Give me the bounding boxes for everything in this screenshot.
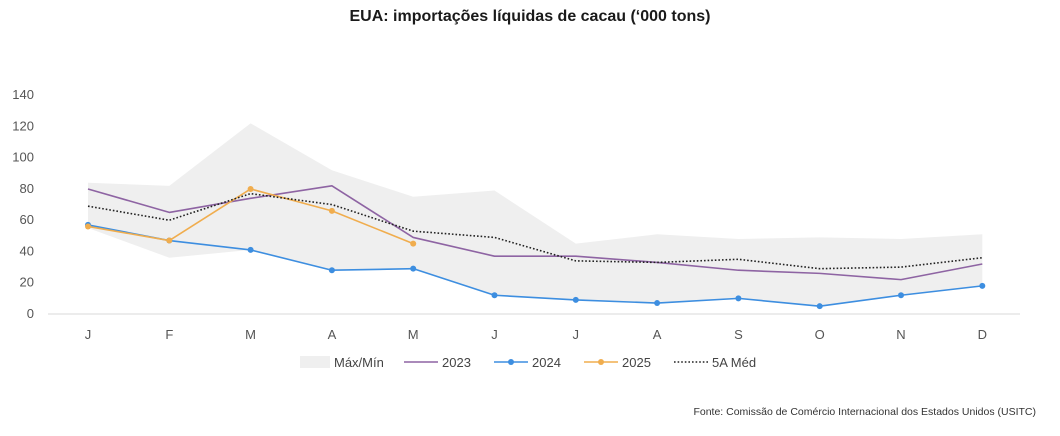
x-tick-label: A [328,327,337,342]
axis-layer: 0 20 40 60 80 100 120 140 J F M A M J J A S O N D [12,87,1020,342]
series-2023 [87,185,983,281]
data-point [979,282,986,289]
band-max-min [88,123,983,307]
data-point [572,296,579,303]
y-tick-label: 140 [12,87,34,102]
data-point [85,223,91,230]
data-point [654,300,661,307]
series-2025 [85,185,417,247]
y-tick-label: 60 [20,212,34,227]
data-point [735,295,742,302]
series-5a-m-d [87,192,983,270]
source-note: Fonte: Comissão de Comércio Internaciona… [693,406,1036,418]
band-layer [88,123,983,307]
x-tick-label: D [978,327,987,342]
legend-swatch-band [300,356,330,368]
x-tick-label: O [815,327,825,342]
legend-label: Máx/Mín [334,355,384,370]
legend-label: 5A Méd [712,355,756,370]
x-tick-label: J [491,327,498,342]
y-tick-label: 20 [20,275,34,290]
x-tick-label: J [573,327,580,342]
legend-swatch-marker [508,359,514,365]
x-tick-label: S [734,327,743,342]
y-tick-label: 120 [12,118,34,133]
y-tick-label: 40 [20,243,34,258]
legend-label: 2023 [442,355,471,370]
x-tick-label: A [653,327,662,342]
chart-title: EUA: importações líquidas de cacau (‘000… [349,8,711,25]
data-point [328,267,335,274]
data-point [247,246,254,253]
y-tick-label: 100 [12,150,34,165]
x-tick-label: M [408,327,419,342]
data-point [410,240,417,247]
x-tick-label: J [85,327,92,342]
legend: Máx/Mín 2023 2024 2025 5A Méd [300,355,756,370]
series-line [87,224,983,307]
legend-label: 2025 [622,355,651,370]
x-tick-label: N [896,327,905,342]
data-point [816,303,823,310]
x-tick-label: M [245,327,256,342]
data-point [410,265,417,272]
series-line [87,185,983,281]
data-point [247,185,254,192]
y-tick-label: 80 [20,181,34,196]
data-point [166,237,173,244]
series-layer [85,185,986,310]
data-point [898,292,904,299]
series-line [87,192,983,270]
x-tick-label: F [165,327,173,342]
legend-label: 2024 [532,355,561,370]
y-tick-label: 0 [27,306,34,321]
data-point [328,207,335,214]
legend-swatch-marker [598,359,604,365]
data-point [491,292,498,299]
